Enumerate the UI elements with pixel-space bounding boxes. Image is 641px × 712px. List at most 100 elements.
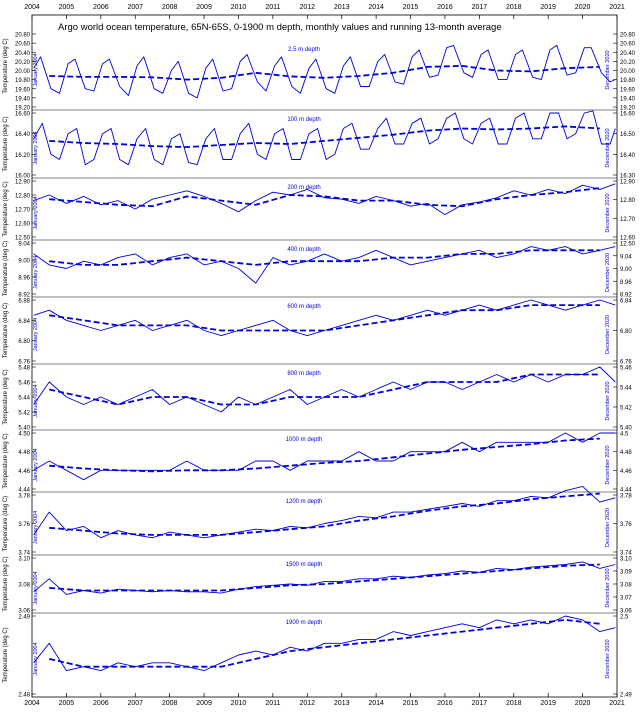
y-tick-label-right: 19.80 [620, 78, 636, 84]
y-tick-label-left: 9.04 [18, 242, 30, 248]
start-date-label: January 2004 [33, 256, 39, 289]
y-tick-label-left: 19.80 [15, 78, 31, 84]
y-tick-label-left: 16.60 [15, 112, 31, 118]
y-tick-label-left: 3.76 [18, 522, 30, 528]
y-tick-label-right: 8.96 [620, 280, 632, 286]
y-tick-label-left: 8.96 [18, 276, 30, 282]
y-tick-label-right: 16.60 [620, 112, 636, 118]
end-date-label: December 2020 [605, 568, 611, 607]
y-tick-label-right: 20.00 [620, 69, 636, 75]
y-tick-label-left: 5.46 [18, 381, 30, 387]
y-tick-label-left: 19.60 [15, 87, 31, 93]
y-tick-label-right: 16.50 [620, 132, 636, 138]
series-line-running-average [49, 187, 600, 208]
x-tick-label-bottom: 2018 [506, 700, 522, 707]
series-line-running-average [49, 65, 600, 81]
y-tick-label-right: 12.70 [620, 217, 636, 223]
y-tick-label-right: 6.76 [620, 360, 632, 366]
y-tick-label-left: 20.40 [15, 51, 31, 57]
x-tick-label-bottom: 2013 [334, 700, 350, 707]
x-tick-label-top: 2008 [162, 4, 178, 11]
series-line-monthly [33, 485, 616, 539]
x-tick-label-bottom: 2007 [127, 700, 143, 707]
series-line-running-average [49, 492, 600, 536]
x-tick-label-bottom: 2009 [196, 700, 212, 707]
y-tick-label-left: 16.20 [15, 153, 31, 159]
end-date-label: December 2020 [605, 508, 611, 547]
y-tick-label-left: 12.90 [15, 180, 31, 186]
x-tick-label-top: 2005 [59, 4, 75, 11]
y-tick-label-right: 5.42 [620, 406, 632, 412]
depth-label: 2.5 m depth [288, 47, 320, 53]
y-tick-label-right: 4.44 [620, 488, 632, 494]
y-tick-label-right: 8.92 [620, 293, 632, 299]
series-line-running-average [49, 304, 600, 332]
y-tick-label-left: 9.00 [18, 259, 30, 265]
series-line-running-average [49, 563, 600, 592]
chart-title: Argo world ocean temperature, 65N-65S, 0… [58, 22, 502, 33]
x-tick-label-bottom: 2004 [24, 700, 40, 707]
x-tick-label-bottom: 2017 [472, 700, 488, 707]
x-tick-label-bottom: 2014 [368, 700, 384, 707]
end-date-label: December 2020 [605, 315, 611, 354]
series-line-monthly [33, 246, 616, 284]
y-axis-label: Temperature (deg C) [3, 627, 9, 682]
y-tick-label-right: 20.20 [620, 60, 636, 66]
x-tick-label-top: 2014 [368, 4, 384, 11]
x-tick-label-bottom: 2012 [300, 700, 316, 707]
x-tick-label-top: 2007 [127, 4, 143, 11]
y-tick-label-right: 4.46 [620, 469, 632, 475]
y-tick-label-right: 16.40 [620, 153, 636, 159]
y-tick-label-left: 6.80 [18, 339, 30, 345]
y-tick-label-left: 12.50 [15, 236, 31, 242]
depth-label: 200 m depth [287, 185, 320, 191]
y-tick-label-right: 3.09 [620, 570, 632, 576]
y-tick-label-left: 12.70 [15, 208, 31, 214]
x-tick-label-bottom: 2010 [231, 700, 247, 707]
x-tick-label-top: 2015 [403, 4, 419, 11]
y-tick-label-left: 5.40 [18, 426, 30, 432]
series-line-monthly [33, 366, 616, 413]
end-date-label: December 2020 [605, 253, 611, 292]
series-line-monthly [33, 615, 616, 672]
x-tick-label-top: 2016 [437, 4, 453, 11]
start-date-label: January 2004 [33, 53, 39, 86]
y-axis-label: Temperature (deg C) [3, 556, 9, 611]
y-axis-label: Temperature (deg C) [3, 241, 9, 296]
y-tick-label-left: 19.40 [15, 96, 31, 102]
series-line-monthly [33, 561, 616, 595]
y-tick-label-left: 5.44 [18, 396, 30, 402]
y-tick-label-right: 6.84 [620, 299, 632, 305]
y-tick-label-left: 3.08 [18, 583, 30, 589]
y-tick-label-right: 4.48 [620, 450, 632, 456]
y-axis-label: Temperature (deg C) [3, 181, 9, 236]
y-tick-label-left: 3.06 [18, 609, 30, 615]
x-tick-label-top: 2021 [609, 4, 625, 11]
series-line-running-average [49, 125, 600, 149]
y-tick-label-left: 19.20 [15, 106, 31, 112]
x-tick-label-top: 2018 [506, 4, 522, 11]
x-tick-label-bottom: 2021 [609, 700, 625, 707]
y-tick-label-left: 5.48 [18, 366, 30, 372]
series-line-running-average [49, 373, 600, 406]
y-tick-label-right: 9.04 [620, 254, 632, 260]
x-tick-label-bottom: 2011 [265, 700, 280, 707]
series-line-monthly [33, 432, 616, 481]
x-tick-label-top: 2010 [231, 4, 247, 11]
y-tick-label-left: 3.78 [18, 494, 30, 500]
y-tick-label-right: 2.5 [620, 615, 629, 621]
y-tick-label-left: 4.48 [18, 450, 30, 456]
y-tick-label-right: 2.49 [620, 693, 632, 699]
end-date-label: December 2020 [605, 445, 611, 484]
y-tick-label-right: 16.30 [620, 174, 636, 180]
depth-label: 600 m depth [287, 304, 320, 310]
y-tick-label-left: 4.44 [18, 488, 30, 494]
y-tick-label-right: 12.90 [620, 180, 636, 186]
y-tick-label-left: 20.20 [15, 60, 31, 66]
x-tick-label-bottom: 2006 [93, 700, 109, 707]
y-tick-label-left: 6.76 [18, 360, 30, 366]
y-tick-label-left: 8.92 [18, 293, 30, 299]
y-tick-label-right: 20.80 [620, 33, 636, 39]
y-tick-label-right: 19.40 [620, 96, 636, 102]
y-tick-label-right: 3.78 [620, 494, 632, 500]
